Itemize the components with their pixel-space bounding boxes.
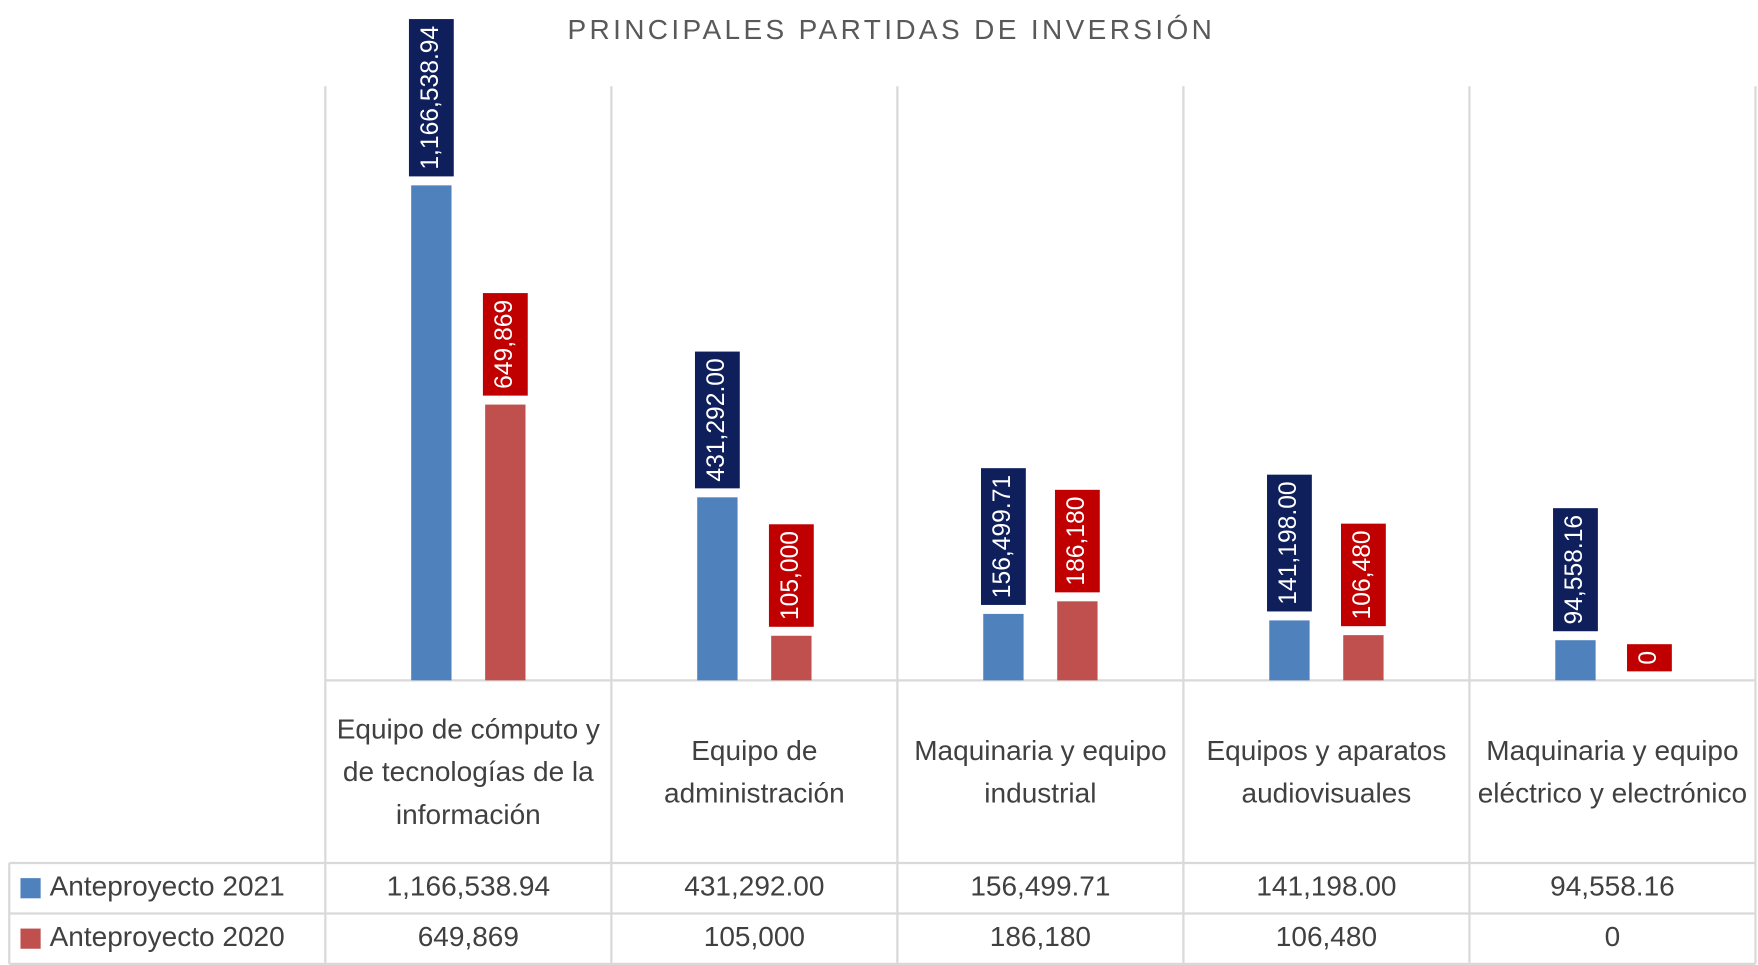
x-tick-label-box: Maquinaria y equipo eléctrico y electrón… <box>1477 734 1748 809</box>
table-cell: 106,480 <box>1276 921 1377 952</box>
table-cell: 0 <box>1605 921 1621 952</box>
x-tick-label-box: Equipos y aparatos audiovisuales <box>1206 734 1447 809</box>
data-label-group: 0 <box>1627 644 1672 672</box>
data-label: 1,166,538.94 <box>417 26 444 170</box>
table-cell: 1,166,538.94 <box>387 871 551 902</box>
data-label: 156,499.71 <box>989 475 1016 598</box>
table-cell: 94,558.16 <box>1550 871 1675 902</box>
bar <box>1269 620 1310 681</box>
data-label-box <box>768 524 814 627</box>
data-label: 106,480 <box>1349 530 1376 619</box>
data-label: 105,000 <box>777 531 804 620</box>
table-cell: 141,198.00 <box>1256 871 1396 902</box>
x-tick-label-box: Maquinaria y equipo industrial <box>914 734 1167 809</box>
data-label-box <box>980 468 1026 605</box>
chart-title: PRINCIPALES PARTIDAS DE INVERSIÓN <box>567 14 1215 45</box>
bar <box>1343 635 1384 681</box>
data-label-group: 106,480 <box>1340 523 1386 627</box>
data-label-group: 186,180 <box>1054 489 1100 593</box>
data-label: 0 <box>1635 651 1662 665</box>
x-tick-label-box: Equipo de administración <box>664 734 845 809</box>
bar <box>983 613 1024 681</box>
data-label-group: 431,292.00 <box>694 351 740 489</box>
data-label-box <box>408 19 454 177</box>
data-label-group: 156,499.71 <box>980 468 1026 605</box>
data-label-group: 141,198.00 <box>1267 474 1312 612</box>
table-cell: 649,869 <box>418 921 519 952</box>
x-tick-label: Maquinaria y equipo industrial <box>914 734 1167 809</box>
bar <box>771 635 812 681</box>
x-tick-label: Equipo de cómputo y de tecnologías de la… <box>336 713 600 830</box>
data-label-box <box>694 351 740 489</box>
table-cell: 431,292.00 <box>684 871 824 902</box>
x-tick-label-box: Equipo de cómputo y de tecnologías de la… <box>336 713 600 830</box>
bar <box>1555 640 1596 681</box>
legend-label: Anteproyecto 2020 <box>50 921 285 952</box>
data-label-group: 105,000 <box>768 524 814 627</box>
data-label-box <box>1340 523 1386 627</box>
bar <box>411 185 452 681</box>
bar <box>697 497 738 681</box>
table-cell: 156,499.71 <box>970 871 1110 902</box>
data-label: 649,869 <box>491 300 518 389</box>
data-label: 141,198.00 <box>1275 481 1302 604</box>
data-label: 94,558.16 <box>1561 515 1588 625</box>
table-cell: 105,000 <box>704 921 805 952</box>
data-label-box <box>1054 489 1100 593</box>
data-label-box <box>1553 508 1598 632</box>
legend-swatch <box>20 928 41 949</box>
data-label-box <box>1267 474 1312 612</box>
legend-swatch <box>20 878 41 899</box>
x-tick-label: Equipo de administración <box>664 734 845 809</box>
data-label-box <box>482 293 528 396</box>
bar <box>1057 601 1098 681</box>
legend-label: Anteproyecto 2021 <box>50 871 285 902</box>
data-label-box <box>1627 644 1672 672</box>
data-label-group: 94,558.16 <box>1553 508 1598 632</box>
x-tick-label: Maquinaria y equipo eléctrico y electrón… <box>1477 734 1748 809</box>
x-tick-label: Equipos y aparatos audiovisuales <box>1206 734 1447 809</box>
data-label: 431,292.00 <box>703 358 730 481</box>
bar <box>485 404 526 681</box>
table-cell: 186,180 <box>990 921 1091 952</box>
data-label-group: 1,166,538.94 <box>408 19 454 177</box>
data-label-group: 649,869 <box>482 293 528 396</box>
data-label: 186,180 <box>1063 497 1090 586</box>
